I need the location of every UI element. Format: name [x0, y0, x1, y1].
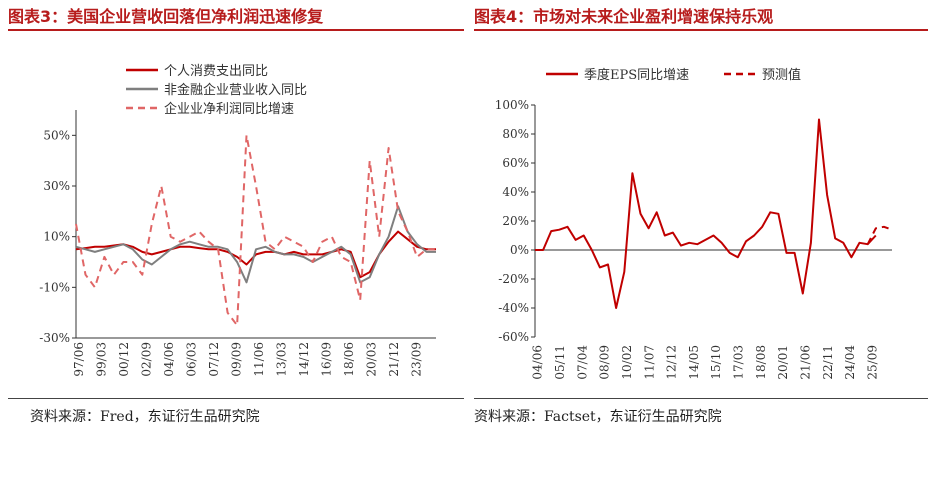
y-tick-label: -40%	[498, 301, 529, 315]
y-tick-label: 10%	[43, 230, 70, 244]
series-line-3	[75, 134, 436, 327]
x-tick-label: 10/02	[620, 345, 634, 380]
series-line-1	[535, 118, 877, 309]
x-tick-label: 07/12	[207, 342, 221, 377]
legend-label-1: 季度EPS同比增速	[584, 67, 689, 83]
y-tick-label: 100%	[495, 98, 529, 112]
right-title-rule	[474, 29, 928, 31]
right-chart: -60% -40% -20% 0% 20% 40% 60% 80% 100% 04/06 05/11…	[495, 67, 893, 380]
x-tick-label: 23/09	[409, 342, 423, 377]
left-footer-rule	[8, 398, 464, 399]
y-tick-label: 50%	[43, 128, 70, 142]
x-tick-label: 99/03	[94, 342, 108, 377]
y-tick-label: 0%	[510, 243, 529, 257]
x-tick-label: 16/09	[319, 342, 333, 377]
x-tick-label: 13/03	[274, 342, 288, 377]
x-tick-label: 97/06	[72, 342, 86, 377]
x-tick-label: 05/11	[553, 345, 567, 380]
x-tick-label: 20/01	[776, 345, 790, 380]
x-tick-label: 22/11	[821, 345, 835, 380]
x-tick-label: 14/12	[297, 342, 311, 377]
x-tick-label: 14/05	[687, 345, 701, 380]
x-tick-label: 04/06	[162, 342, 176, 377]
x-tick-label: 21/06	[798, 345, 812, 380]
y-tick-label: -60%	[498, 330, 529, 344]
y-tick-label: 60%	[502, 156, 529, 170]
left-source-note: 资料来源：Fred，东证衍生品研究院	[30, 409, 260, 425]
x-tick-label: 08/09	[598, 345, 612, 380]
y-tick-label: 40%	[502, 185, 529, 199]
y-tick-label: -10%	[39, 280, 70, 294]
x-tick-label: 11/07	[642, 345, 656, 380]
x-tick-label: 12/12	[665, 345, 679, 380]
x-tick-label: 06/03	[184, 342, 198, 377]
x-tick-label: 09/09	[229, 342, 243, 377]
x-tick-label: 24/04	[843, 345, 857, 380]
series-line-1	[75, 230, 436, 279]
left-chart: -30% -10% 10% 30% 50% 97/06 99/03 00/12 02/09 04/…	[39, 64, 436, 377]
y-tick-label: 80%	[502, 127, 529, 141]
left-title-rule	[8, 29, 464, 31]
x-tick-label: 04/06	[531, 345, 545, 380]
left-chart-title: 图表3：美国企业营收回落但净利润迅速修复	[8, 7, 324, 26]
x-tick-label: 25/09	[865, 345, 879, 380]
series-line-2	[75, 205, 436, 284]
x-tick-label: 18/08	[754, 345, 768, 380]
x-tick-label: 21/12	[387, 342, 401, 377]
x-tick-label: 00/12	[117, 342, 131, 377]
legend-label-2: 预测值	[762, 67, 801, 83]
x-tick-label: 20/03	[364, 342, 378, 377]
x-tick-label: 18/06	[342, 342, 356, 377]
x-tick-label: 02/09	[139, 342, 153, 377]
x-tick-label: 07/04	[575, 345, 589, 380]
right-footer-rule	[474, 398, 928, 399]
legend-label-1: 个人消费支出同比	[164, 64, 268, 79]
right-source-note: 资料来源：Factset，东证衍生品研究院	[474, 409, 722, 425]
y-tick-label: 20%	[502, 214, 529, 228]
x-tick-label: 15/10	[709, 345, 723, 380]
x-tick-label: 11/06	[252, 342, 266, 377]
x-tick-label: 17/03	[732, 345, 746, 380]
legend-label-3: 企业业净利润同比增速	[164, 101, 294, 117]
y-tick-label: -30%	[39, 331, 70, 345]
series-line-2	[866, 225, 893, 245]
legend-label-2: 非金融企业营业收入同比	[164, 82, 307, 98]
y-tick-label: -20%	[498, 272, 529, 286]
right-chart-title: 图表4：市场对未来企业盈利增速保持乐观	[474, 7, 774, 26]
y-tick-label: 30%	[43, 179, 70, 193]
